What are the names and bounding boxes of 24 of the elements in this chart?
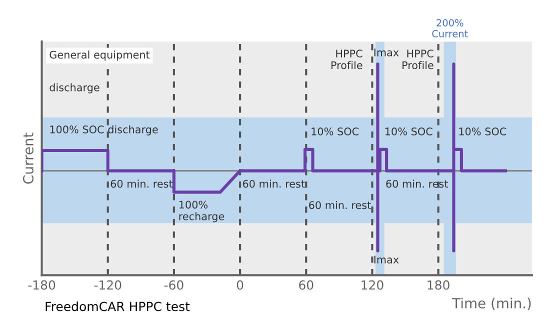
annotation: Imax — [374, 256, 399, 264]
annotation: 10% SOC — [312, 128, 359, 136]
band-label: 200% Current — [432, 19, 468, 38]
x-tick-label: -60 — [164, 280, 184, 290]
annotation: HPPC Profile — [402, 50, 434, 70]
x-tick-label: 180 — [428, 280, 450, 290]
x-tick-label: -180 — [28, 280, 56, 290]
annotation: 60 min. rest — [242, 180, 305, 188]
x-tick-label: 60 — [299, 280, 314, 290]
annotation: 60 min. rest — [309, 201, 371, 210]
annotation: 10% SOC — [385, 128, 432, 136]
annotation: HPPC Profile — [331, 50, 362, 70]
annotation: Imax — [374, 48, 399, 56]
x-tick-label: 0 — [236, 280, 244, 290]
text: FreedomCAR HPPC test — [46, 302, 190, 312]
x-tick-label: 120 — [362, 280, 384, 290]
annotation: 100% recharge — [179, 200, 224, 222]
x-tick-label: -120 — [94, 280, 122, 290]
x-axis-title: Time (min.) — [452, 298, 531, 310]
y-axis-title: Current — [23, 132, 34, 184]
text: General equipment — [50, 50, 150, 61]
annotation: 10% SOC — [459, 128, 506, 136]
annotation: 100% SOC discharge — [50, 125, 158, 136]
annotation: discharge — [50, 83, 100, 94]
